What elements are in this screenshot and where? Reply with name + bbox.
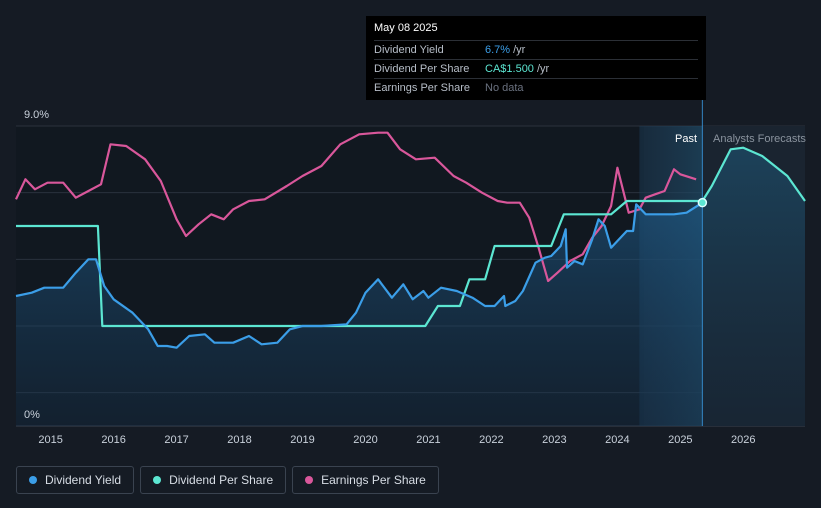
tooltip-row-dividend-yield: Dividend Yield 6.7% /yr [374, 40, 698, 59]
tooltip-value: No data [485, 82, 524, 94]
tooltip-value: CA$1.500 [485, 63, 534, 75]
x-tick-label: 2018 [227, 434, 251, 446]
tooltip-label: Dividend Yield [374, 44, 444, 56]
dividend-yield-dot-icon [29, 476, 37, 484]
tooltip: May 08 2025 Dividend Yield 6.7% /yr Divi… [366, 16, 706, 100]
x-tick-label: 2016 [101, 434, 125, 446]
x-tick-label: 2020 [353, 434, 377, 446]
x-tick-label: 2022 [479, 434, 503, 446]
x-tick-label: 2025 [668, 434, 692, 446]
dividend-yield-line [15, 201, 703, 349]
x-tick-label: 2026 [731, 434, 755, 446]
past-label: Past [675, 133, 697, 145]
x-tick-label: 2023 [542, 434, 566, 446]
legend-label: Dividend Per Share [169, 473, 274, 487]
dividend-per-share-line [16, 146, 806, 328]
series-lines [15, 131, 806, 349]
forecast-label: Analysts Forecasts [713, 133, 806, 145]
tooltip-unit: /yr [513, 44, 526, 56]
earnings-per-share-line [15, 131, 697, 283]
y-tick-label: 9.0% [24, 109, 49, 121]
legend-label: Earnings Per Share [321, 473, 426, 487]
dividend-per-share-dot-icon [153, 476, 162, 484]
x-tick-label: 2017 [164, 434, 188, 446]
x-tick-label: 2019 [290, 434, 314, 446]
dividend-yield-area [16, 202, 703, 426]
x-tick-label: 2024 [605, 434, 629, 446]
x-axis: 2015 2016 2017 2018 2019 2020 2021 2022 2023 2024… [38, 434, 755, 446]
legend-item-earnings-per-share[interactable]: Earnings Per Share [292, 466, 439, 494]
tooltip-row-earnings-per-share: Earnings Per Share No data [374, 78, 698, 97]
legend: Dividend Yield Dividend Per Share Earnin… [16, 466, 439, 494]
legend-item-dividend-yield[interactable]: Dividend Yield [16, 466, 135, 494]
earnings-per-share-dot-icon [305, 476, 314, 484]
cursor-marker [697, 197, 708, 208]
area-fills [16, 147, 805, 426]
tooltip-label: Dividend Per Share [374, 63, 470, 75]
legend-item-dividend-per-share[interactable]: Dividend Per Share [140, 466, 287, 494]
x-tick-label: 2021 [416, 434, 440, 446]
forecast-area [702, 147, 805, 426]
tooltip-date: May 08 2025 [374, 22, 438, 34]
tooltip-unit: /yr [536, 63, 550, 75]
legend-label: Dividend Yield [45, 473, 122, 487]
y-tick-label: 0% [24, 409, 40, 421]
tooltip-label: Earnings Per Share [374, 82, 470, 94]
tooltip-value: 6.7% [485, 44, 511, 56]
x-tick-label: 2015 [38, 434, 62, 446]
tooltip-row-dividend-per-share: Dividend Per Share CA$1.500 /yr [374, 59, 698, 78]
